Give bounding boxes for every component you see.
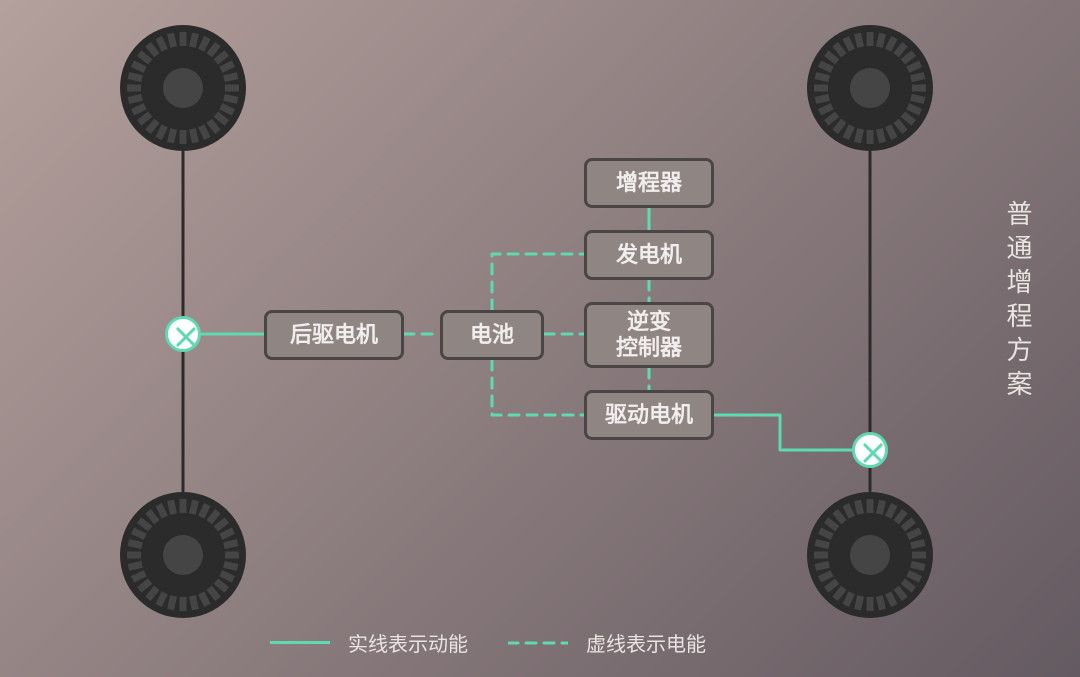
conn-drive-motor-to-right-cap [714, 415, 852, 450]
box-label-generator: 发电机 [616, 242, 682, 268]
tire-front-left [119, 24, 247, 152]
conn-battery-to-generator [492, 254, 584, 310]
tire-rear-right [806, 491, 934, 619]
diagram-title: 普通增程方案 [1000, 200, 1037, 460]
axle-cap-left-cap [165, 316, 201, 352]
legend-line-solid [270, 641, 330, 644]
box-generator: 发电机 [584, 230, 714, 280]
legend-label-dashed: 虚线表示电能 [586, 628, 706, 657]
box-label-range-ext: 增程器 [616, 170, 682, 196]
tire-rear-left [119, 491, 247, 619]
box-rear-motor: 后驱电机 [264, 310, 404, 360]
box-label-rear-motor: 后驱电机 [290, 322, 378, 348]
legend-line-dashed [508, 641, 568, 645]
diagram-stage: 后驱电机 电池 增程器发电机逆变 控制器驱动电机 普通增程方案实线表示动能 虚线表示电能 [0, 0, 1080, 677]
legend-item-dashed: 虚线表示电能 [508, 628, 706, 657]
box-label-inverter: 逆变 控制器 [616, 309, 682, 362]
tire-front-right [806, 24, 934, 152]
legend-label-solid: 实线表示动能 [348, 628, 468, 657]
axle-cap-right-cap [852, 432, 888, 468]
conn-battery-to-drive-motor [492, 360, 584, 415]
box-inverter: 逆变 控制器 [584, 302, 714, 368]
box-battery: 电池 [440, 310, 544, 360]
box-label-drive-motor: 驱动电机 [605, 402, 693, 428]
box-range-ext: 增程器 [584, 158, 714, 208]
legend: 实线表示动能 虚线表示电能 [270, 628, 706, 657]
box-label-battery: 电池 [470, 322, 514, 348]
legend-item-solid: 实线表示动能 [270, 628, 468, 657]
box-drive-motor: 驱动电机 [584, 390, 714, 440]
